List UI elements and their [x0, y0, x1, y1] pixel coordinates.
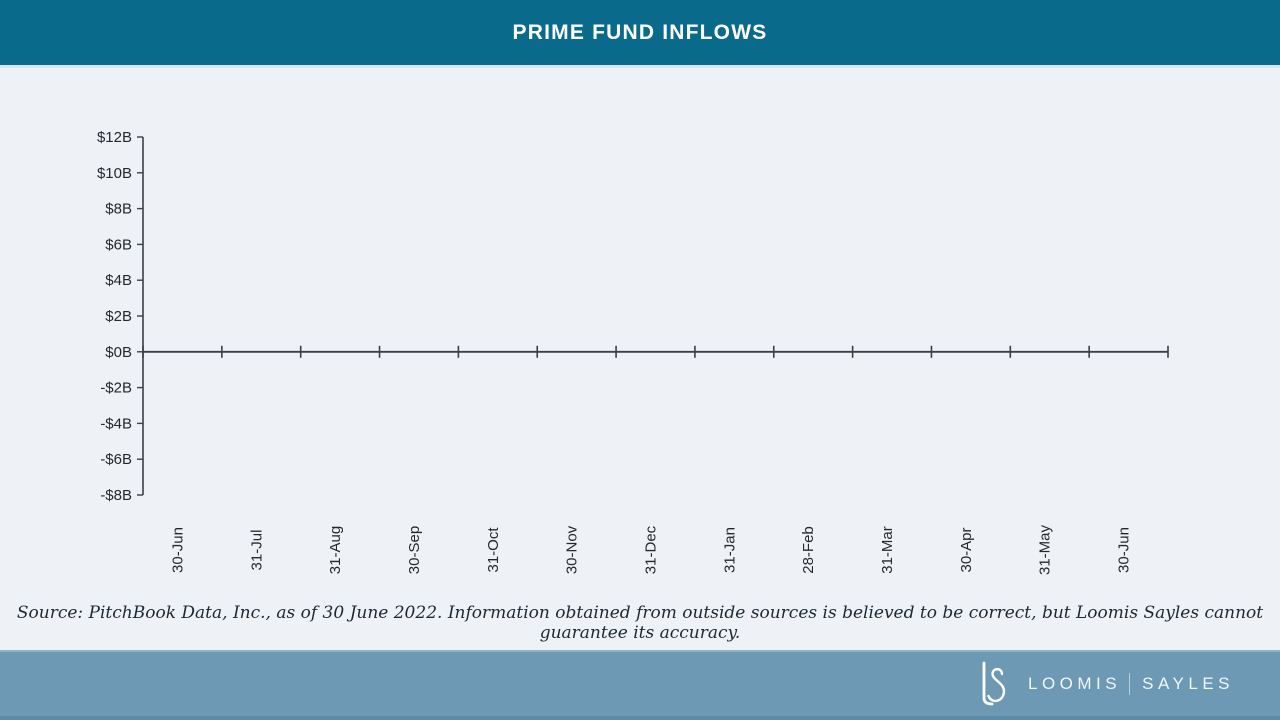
- x-axis-label: 31-May: [1037, 524, 1054, 575]
- x-axis-label: 30-Nov: [564, 525, 581, 574]
- x-axis-label: 30-Jun: [1116, 527, 1133, 573]
- y-axis-label: -$8B: [100, 487, 132, 504]
- wordmark: LOOMIS SAYLES: [1028, 673, 1234, 695]
- x-axis-label: 30-Sep: [406, 526, 423, 574]
- x-axis-label: 31-Aug: [327, 526, 344, 574]
- wordmark-loomis: LOOMIS: [1027, 674, 1122, 693]
- ls-monogram-icon: [982, 661, 1006, 706]
- y-axis-label: $6B: [105, 236, 132, 253]
- loomis-sayles-brand: LOOMIS SAYLES: [972, 660, 1234, 708]
- y-axis-label: -$2B: [100, 380, 132, 397]
- x-axis-label: 30-Jun: [169, 527, 186, 573]
- wordmark-divider: [1129, 673, 1131, 695]
- x-axis-label: 31-Mar: [879, 526, 896, 574]
- x-axis-label: 30-Apr: [958, 527, 975, 572]
- x-axis-label: 31-Dec: [643, 525, 660, 574]
- x-axis-label: 31-Oct: [485, 527, 502, 573]
- source-note: Source: PitchBook Data, Inc., as of 30 J…: [16, 603, 1264, 643]
- y-axis-label: $12B: [97, 129, 132, 146]
- y-axis-label: $2B: [105, 308, 132, 325]
- logo-l-glyph: [982, 661, 994, 706]
- wordmark-sayles: SAYLES: [1142, 674, 1234, 693]
- x-axis-label: 31-Jan: [721, 527, 738, 573]
- x-axis-label: 31-Jul: [248, 530, 265, 571]
- title-bar: PRIME FUND INFLOWS: [0, 0, 1280, 68]
- y-axis-label: $10B: [97, 165, 132, 182]
- y-axis-label: $0B: [105, 344, 132, 361]
- footer-bar: LOOMIS SAYLES: [0, 650, 1280, 720]
- logo-s-glyph: [987, 667, 1006, 703]
- x-axis-label: 28-Feb: [800, 526, 817, 574]
- y-axis-label: $4B: [105, 272, 132, 289]
- y-axis-label: -$4B: [100, 415, 132, 432]
- y-axis-label: $8B: [105, 201, 132, 218]
- y-axis-label: -$6B: [100, 451, 132, 468]
- page-title: PRIME FUND INFLOWS: [512, 20, 768, 44]
